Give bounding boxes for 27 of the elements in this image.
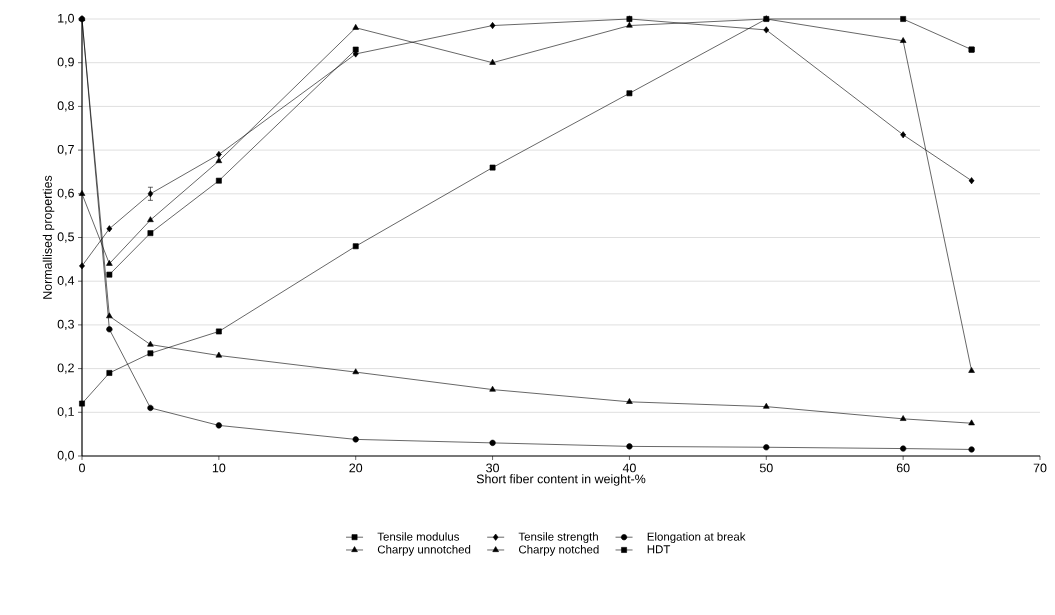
y-tick-label: 0,1: [57, 407, 74, 418]
x-tick-label: 20: [349, 463, 363, 473]
legend-label: Elongation at break: [647, 532, 746, 543]
y-tick-label: 1,0: [58, 13, 74, 25]
y-tick-label: 0,0: [57, 450, 74, 462]
x-tick-label: 50: [759, 463, 773, 473]
legend-label: Tensile modulus: [377, 532, 460, 541]
y-tick-label: 0,2: [57, 363, 74, 374]
legend-label: Tensile strength: [518, 532, 598, 543]
y-tick-label: 0,8: [57, 101, 74, 112]
x-tick-label: 60: [896, 463, 910, 473]
y-tick-label: 0,4: [57, 276, 75, 287]
x-tick-label: 0: [79, 463, 85, 473]
x-tick-label: 30: [486, 463, 500, 473]
y-tick-label: 0,9: [57, 57, 74, 68]
legend-label: HDT: [647, 545, 671, 554]
legend-label: Charpy notched: [519, 545, 599, 556]
x-tick-label: 10: [212, 463, 226, 473]
y-tick-label: 0,3: [57, 319, 74, 331]
y-tick-label: 0,6: [57, 188, 74, 199]
y-tick-label: 0,7: [57, 144, 74, 156]
x-tick-label: 70: [1033, 463, 1047, 473]
legend-label: Charpy unnotched: [377, 545, 471, 556]
y-tick-label: 0,5: [57, 232, 74, 243]
y-axis-title: Normallised properties: [42, 175, 55, 299]
x-axis-title: Short fiber content in weight-%: [476, 474, 646, 486]
x-tick-label: 40: [622, 463, 636, 473]
